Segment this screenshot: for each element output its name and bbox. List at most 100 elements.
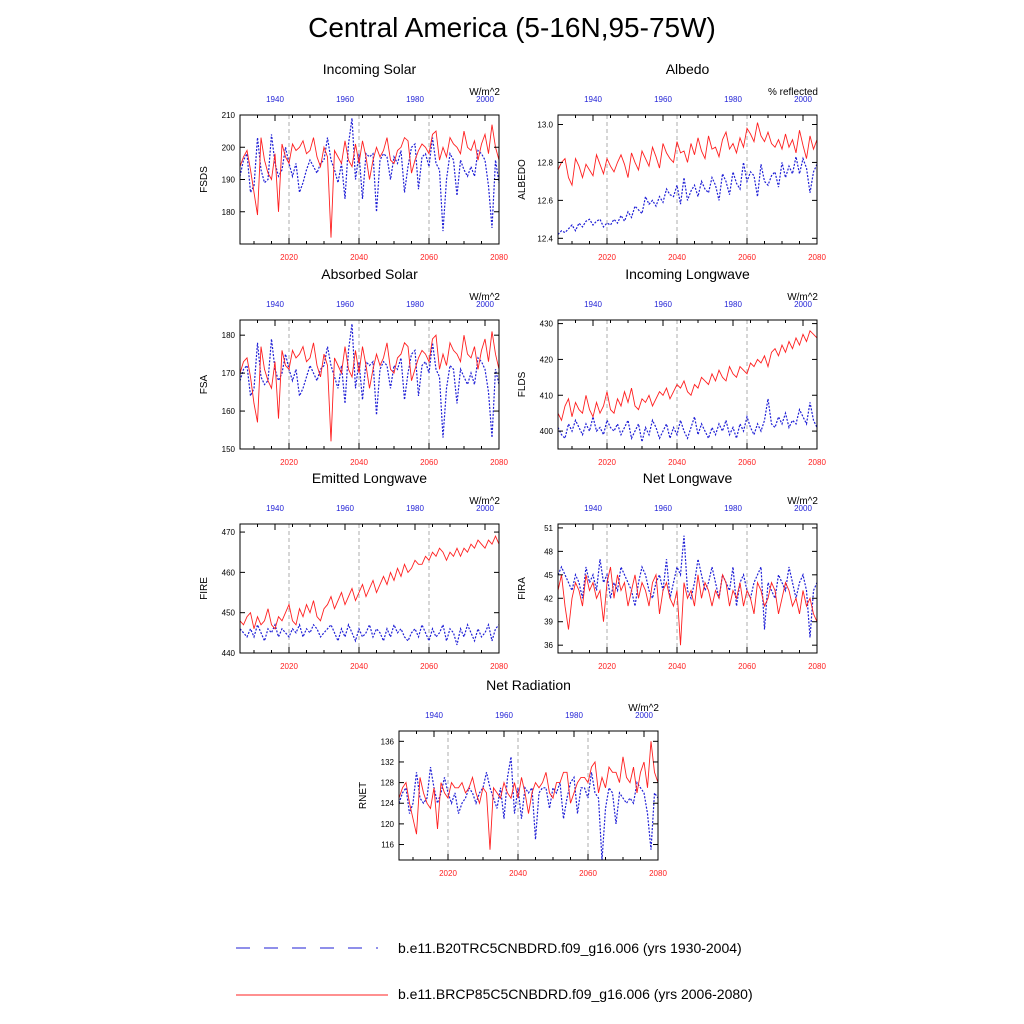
x-tick-label-future: 2080 <box>808 662 826 671</box>
units-label: % reflected <box>768 87 818 98</box>
y-axis-label: FLDS <box>517 371 528 397</box>
series-line-future <box>398 741 659 850</box>
y-tick-label: 430 <box>540 320 554 329</box>
chart-title: Incoming Longwave <box>625 266 750 282</box>
units-label: W/m^2 <box>469 292 500 303</box>
y-tick-label: 51 <box>544 524 553 533</box>
units-label: W/m^2 <box>469 496 500 507</box>
y-tick-label: 12.8 <box>537 158 553 167</box>
chart-fire: Emitted Longwave W/m^2 440 450 460 470 FIRE 202… <box>199 470 508 671</box>
y-tick-label: 200 <box>222 143 236 152</box>
x-tick-label-historical: 1940 <box>584 504 602 513</box>
x-tick-label-future: 2040 <box>668 662 686 671</box>
x-tick-label-historical: 2000 <box>794 95 812 104</box>
x-tick-label-historical: 2000 <box>476 95 494 104</box>
x-tick-label-future: 2060 <box>738 253 756 262</box>
y-tick-label: 12.6 <box>537 196 553 205</box>
units-label: W/m^2 <box>787 496 818 507</box>
plot-frame <box>557 523 818 654</box>
y-tick-label: 132 <box>381 758 395 767</box>
x-tick-label-future: 2020 <box>280 662 298 671</box>
x-tick-label-future: 2020 <box>280 253 298 262</box>
series-line-future <box>239 534 500 630</box>
series-line-historical <box>239 118 500 232</box>
units-label: W/m^2 <box>469 87 500 98</box>
x-tick-label-future: 2040 <box>350 458 368 467</box>
chart-fsa: Absorbed Solar W/m^2 150 160 170 180 FSA 2020 20… <box>199 266 508 467</box>
y-tick-label: 160 <box>222 407 236 416</box>
x-tick-label-historical: 1960 <box>336 300 354 309</box>
x-tick-label-historical: 1960 <box>654 300 672 309</box>
y-tick-label: 210 <box>222 111 236 120</box>
y-tick-label: 190 <box>222 176 236 185</box>
y-axis-label: ALBEDO <box>517 159 528 200</box>
x-tick-label-historical: 1980 <box>406 95 424 104</box>
units-label: W/m^2 <box>787 292 818 303</box>
x-tick-label-future: 2060 <box>579 869 597 878</box>
x-tick-label-historical: 1960 <box>336 504 354 513</box>
x-tick-label-historical: 2000 <box>794 300 812 309</box>
chart-title: Emitted Longwave <box>312 470 427 486</box>
plot-frame <box>557 319 818 450</box>
y-tick-label: 410 <box>540 391 554 400</box>
chart-fsds: Incoming Solar W/m^2 180 190 200 210 FSDS 2020 2… <box>199 61 508 262</box>
y-tick-label: 128 <box>381 779 395 788</box>
x-tick-label-future: 2040 <box>350 253 368 262</box>
x-tick-label-historical: 1940 <box>266 95 284 104</box>
x-tick-label-historical: 1980 <box>565 711 583 720</box>
x-tick-label-historical: 1960 <box>495 711 513 720</box>
y-tick-label: 400 <box>540 427 554 436</box>
y-tick-label: 12.4 <box>537 234 553 243</box>
x-tick-label-future: 2020 <box>439 869 457 878</box>
x-tick-label-future: 2040 <box>350 662 368 671</box>
x-tick-label-future: 2080 <box>490 458 508 467</box>
x-tick-label-future: 2080 <box>490 253 508 262</box>
y-tick-label: 470 <box>222 528 236 537</box>
units-label: W/m^2 <box>628 703 659 714</box>
x-tick-label-future: 2080 <box>490 662 508 671</box>
y-tick-label: 36 <box>544 641 553 650</box>
series-line-future <box>239 331 500 442</box>
y-tick-label: 120 <box>381 820 395 829</box>
series-line-historical <box>557 398 818 442</box>
x-tick-label-historical: 1940 <box>584 300 602 309</box>
x-tick-label-historical: 1980 <box>724 504 742 513</box>
x-tick-label-historical: 2000 <box>476 300 494 309</box>
legend-label-future: b.e11.BRCP85C5CNBDRD.f09_g16.006 (yrs 20… <box>398 986 753 1002</box>
figure-title: Central America (5-16N,95-75W) <box>308 12 716 43</box>
chart-flds: Incoming Longwave W/m^2 400 410 420 430 FLDS 20… <box>517 266 826 467</box>
x-tick-label-historical: 1940 <box>425 711 443 720</box>
x-tick-label-future: 2060 <box>420 253 438 262</box>
y-tick-label: 124 <box>381 799 395 808</box>
x-tick-label-historical: 2000 <box>794 504 812 513</box>
y-axis-label: RNET <box>358 782 369 809</box>
x-tick-label-historical: 1940 <box>266 300 284 309</box>
x-tick-label-historical: 1980 <box>724 95 742 104</box>
chart-fira: Net Longwave W/m^2 36 39 42 45 48 51 FIRA 2020 204… <box>517 470 826 671</box>
series-line-future <box>557 329 818 422</box>
x-tick-label-future: 2020 <box>598 458 616 467</box>
x-tick-label-historical: 1980 <box>406 504 424 513</box>
x-tick-label-future: 2060 <box>420 458 438 467</box>
x-tick-label-future: 2060 <box>738 662 756 671</box>
chart-rnet: Net Radiation W/m^2 116 120 124 128 132 136 RNET… <box>358 677 667 878</box>
y-tick-label: 150 <box>222 445 236 454</box>
plot-frame <box>398 730 659 861</box>
series-line-future <box>557 122 818 187</box>
x-tick-label-future: 2040 <box>668 458 686 467</box>
series-line-historical <box>398 756 659 861</box>
y-tick-label: 116 <box>381 841 394 850</box>
series-line-historical <box>557 156 818 235</box>
y-tick-label: 170 <box>222 369 236 378</box>
x-tick-label-historical: 1940 <box>584 95 602 104</box>
y-axis-label: FSA <box>199 374 210 394</box>
chart-title: Incoming Solar <box>323 61 417 77</box>
y-tick-label: 450 <box>222 609 236 618</box>
chart-albedo: Albedo % reflected 12.4 12.6 12.8 13.0 ALBEDO 2… <box>517 61 826 262</box>
x-tick-label-historical: 2000 <box>476 504 494 513</box>
x-tick-label-historical: 2000 <box>635 711 653 720</box>
chart-title: Net Longwave <box>643 470 733 486</box>
plot-frame <box>239 523 500 654</box>
series-line-future <box>239 124 500 238</box>
chart-title: Albedo <box>666 61 710 77</box>
